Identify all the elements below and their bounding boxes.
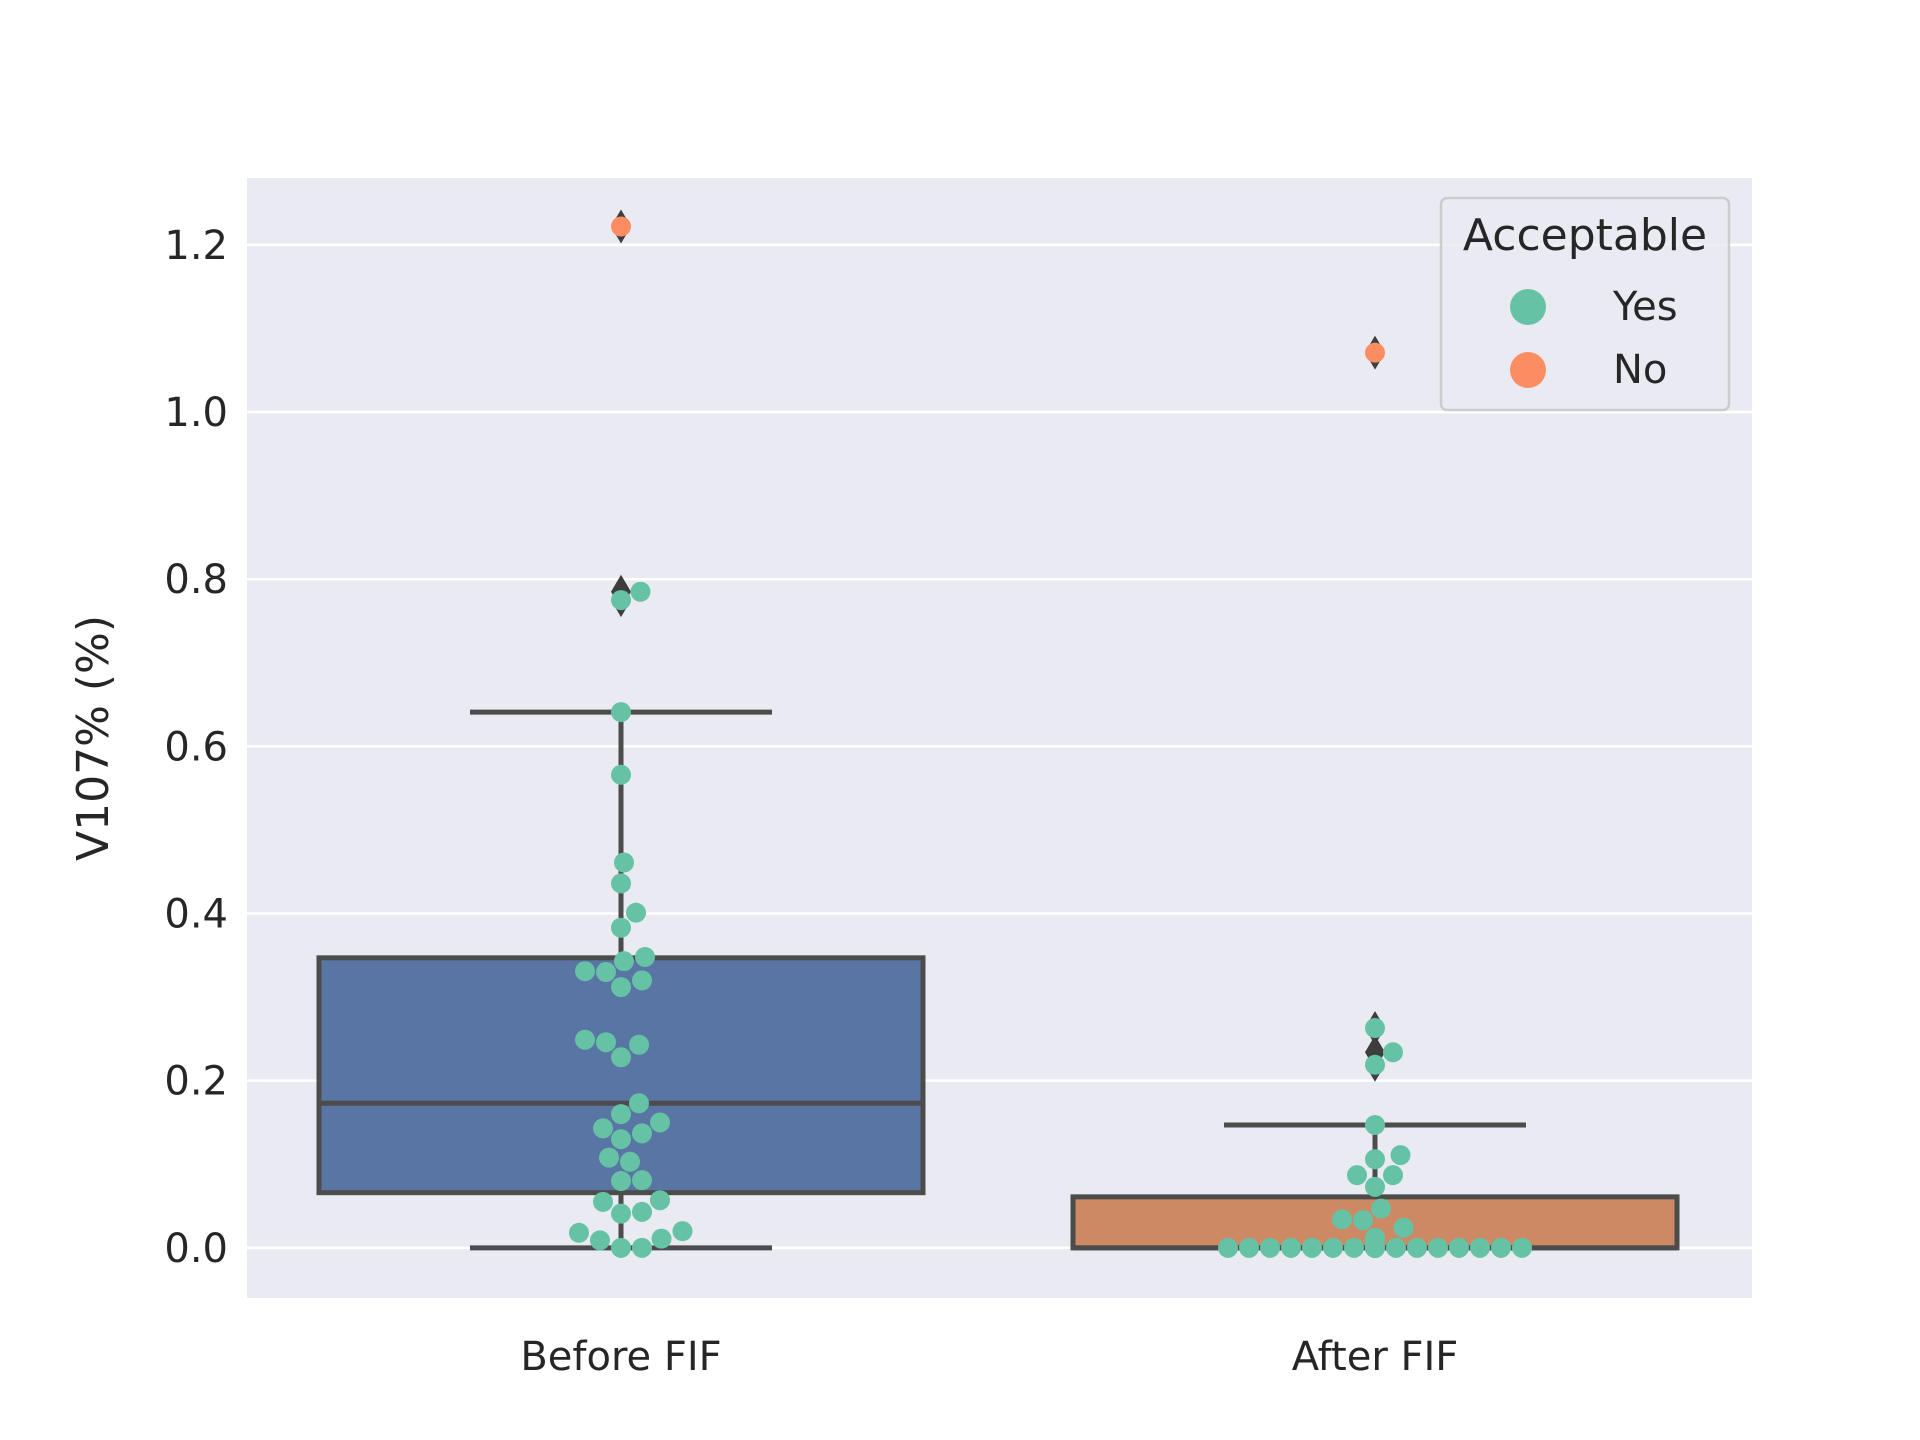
x-tick-label: Before FIF xyxy=(520,1334,721,1380)
x-tick-label: After FIF xyxy=(1292,1334,1459,1380)
y-tick-label: 0.4 xyxy=(164,892,228,938)
swarm-point xyxy=(611,764,631,785)
swarm-point xyxy=(1332,1209,1352,1230)
swarm-point xyxy=(1491,1237,1511,1258)
y-axis-label: V107% (%) xyxy=(68,615,119,861)
y-tick-label: 0.6 xyxy=(164,724,228,770)
swarm-point xyxy=(1383,1165,1403,1186)
swarm-point xyxy=(1344,1237,1364,1258)
y-tick-label: 0.8 xyxy=(164,557,228,603)
swarm-point xyxy=(620,1151,640,1172)
swarm-point xyxy=(632,1170,652,1191)
swarm-point xyxy=(1449,1237,1469,1258)
swarm-point xyxy=(1512,1237,1532,1258)
swarm-point xyxy=(632,1123,652,1144)
swarm-point xyxy=(1386,1237,1406,1258)
swarm-point xyxy=(1365,1149,1385,1170)
legend-yes-label: Yes xyxy=(1612,284,1678,330)
swarm-point xyxy=(650,1190,670,1211)
legend-no-marker xyxy=(1510,352,1546,388)
swarm-point xyxy=(575,961,595,982)
swarm-point xyxy=(1365,342,1385,363)
swarm-point xyxy=(1365,1018,1385,1039)
swarm-point xyxy=(651,1228,672,1249)
swarm-point xyxy=(626,902,646,923)
swarm-point xyxy=(1260,1237,1280,1258)
swarm-point xyxy=(650,1112,670,1133)
swarm-point xyxy=(611,216,631,237)
swarm-point xyxy=(596,1032,616,1053)
legend-title: Acceptable xyxy=(1463,210,1707,261)
swarm-point xyxy=(599,1147,619,1168)
swarm-point xyxy=(611,1047,631,1068)
y-tick-label: 0.2 xyxy=(164,1059,228,1105)
y-tick-label: 0.0 xyxy=(164,1226,228,1272)
swarm-point xyxy=(611,702,631,723)
swarm-point xyxy=(629,1034,649,1055)
swarm-point xyxy=(1383,1042,1403,1063)
swarm-points xyxy=(569,216,1532,1258)
swarm-point xyxy=(611,1170,631,1191)
legend-no-label: No xyxy=(1613,347,1667,393)
swarm-point xyxy=(629,1093,649,1114)
swarm-point xyxy=(1390,1145,1411,1166)
legend: Acceptable Yes No xyxy=(1439,196,1731,412)
swarm-point xyxy=(1353,1210,1373,1231)
swarm-point xyxy=(569,1222,589,1243)
swarm-point xyxy=(611,1203,631,1224)
y-tick-label: 1.0 xyxy=(164,390,228,436)
swarm-point xyxy=(1365,1227,1385,1248)
swarm-point xyxy=(611,590,631,611)
swarm-point xyxy=(630,581,651,602)
legend-frame xyxy=(1439,196,1731,412)
swarm-point xyxy=(611,1104,631,1125)
swarm-point xyxy=(593,1118,613,1139)
swarm-point xyxy=(1302,1237,1322,1258)
swarm-point xyxy=(632,1237,652,1258)
swarm-point xyxy=(575,1029,595,1050)
x-tick-labels: Before FIF After FIF xyxy=(520,1334,1458,1380)
swarm-point xyxy=(1365,1054,1385,1075)
swarm-point xyxy=(632,970,652,991)
swarm-point xyxy=(1371,1198,1391,1219)
swarm-point xyxy=(1428,1237,1448,1258)
swarm-point xyxy=(614,852,634,873)
swarm-point xyxy=(635,946,655,967)
swarm-point xyxy=(1239,1237,1259,1258)
swarm-point xyxy=(1393,1217,1414,1238)
swarm-point xyxy=(672,1221,693,1242)
swarm-point xyxy=(611,1237,631,1258)
swarm-point xyxy=(611,873,631,894)
swarm-point xyxy=(1407,1237,1427,1258)
swarm-point xyxy=(611,977,631,998)
swarm-point xyxy=(590,1230,610,1251)
swarm-point xyxy=(611,917,631,938)
swarm-point xyxy=(596,962,616,983)
y-tick-labels: 0.0 0.2 0.4 0.6 0.8 1.0 1.2 xyxy=(164,223,228,1272)
swarm-point xyxy=(1218,1237,1238,1258)
swarm-point xyxy=(1347,1165,1367,1186)
legend-yes-marker xyxy=(1510,289,1546,325)
swarm-point xyxy=(1365,1176,1385,1197)
y-tick-label: 1.2 xyxy=(164,223,228,269)
swarm-point xyxy=(1281,1237,1301,1258)
swarm-point xyxy=(1470,1237,1490,1258)
swarm-point xyxy=(611,1129,631,1150)
swarm-point xyxy=(1323,1237,1343,1258)
swarm-point xyxy=(632,1201,652,1222)
swarm-point xyxy=(593,1191,613,1212)
swarm-point xyxy=(1365,1114,1385,1135)
swarm-point xyxy=(614,951,634,972)
